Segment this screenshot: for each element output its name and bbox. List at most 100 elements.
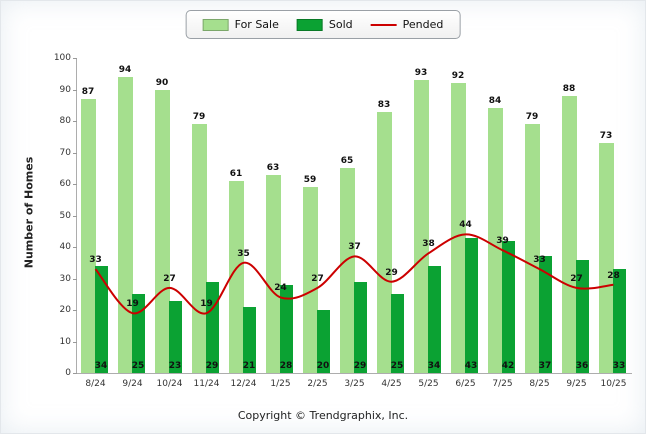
for-sale-value: 94 xyxy=(118,64,132,75)
for-sale-value: 63 xyxy=(266,162,280,173)
sold-value: 33 xyxy=(612,361,626,371)
for-sale-value: 73 xyxy=(599,131,613,142)
y-axis-tick-label: 10 xyxy=(59,336,71,347)
sold-bar xyxy=(316,310,330,373)
y-axis-tick-label: 100 xyxy=(53,53,71,63)
x-axis-label: 9/24 xyxy=(122,379,143,389)
y-axis-tick-label: 0 xyxy=(65,368,71,378)
sold-value: 29 xyxy=(353,361,367,371)
for-sale-value: 92 xyxy=(451,71,465,82)
for-sale-bar xyxy=(413,80,429,373)
sold-bar xyxy=(242,306,256,373)
for-sale-value: 87 xyxy=(81,86,95,97)
x-axis-label: 8/24 xyxy=(85,379,106,389)
x-axis-label: 10/25 xyxy=(600,379,627,389)
plot-area: 0 10 20 30 40 50 60 70 80 90 100 87 34 8/24 94 25 9/24 90… xyxy=(54,53,632,389)
pended-value: 27 xyxy=(570,273,583,284)
for-sale-bar xyxy=(524,124,540,373)
y-axis-tick-label: 50 xyxy=(59,210,71,221)
legend-label-sold: Sold xyxy=(328,18,353,31)
y-axis-tick xyxy=(73,341,77,343)
pended-value: 38 xyxy=(422,239,435,250)
pended-value: 27 xyxy=(163,273,176,284)
x-axis-label: 8/25 xyxy=(529,379,550,389)
for-sale-value: 84 xyxy=(488,96,502,107)
pended-line-swatch xyxy=(370,23,397,26)
sold-value: 25 xyxy=(390,361,404,371)
x-axis-label: 11/24 xyxy=(193,379,220,389)
sold-bar xyxy=(168,300,182,373)
for-sale-bar xyxy=(598,143,614,373)
for-sale-bar xyxy=(191,124,207,373)
for-sale-value: 65 xyxy=(340,156,354,167)
sold-bar xyxy=(612,269,626,373)
y-axis-tick-label: 70 xyxy=(59,147,71,158)
pended-value: 19 xyxy=(200,299,213,310)
for-sale-value: 90 xyxy=(155,77,169,88)
sold-value: 37 xyxy=(538,361,552,371)
y-axis-tick xyxy=(73,121,77,122)
y-axis-tick xyxy=(73,89,77,91)
sold-swatch xyxy=(296,18,323,31)
pended-value: 28 xyxy=(607,270,620,281)
y-axis-tick xyxy=(73,310,77,311)
sold-bar xyxy=(427,265,441,373)
sold-bar xyxy=(94,265,108,373)
sold-value: 20 xyxy=(316,361,330,371)
pended-value: 39 xyxy=(496,236,509,247)
pended-value: 27 xyxy=(311,273,324,284)
for-sale-value: 83 xyxy=(377,99,391,110)
y-axis-tick-label: 60 xyxy=(59,179,71,189)
x-axis-label: 5/25 xyxy=(418,379,439,389)
sold-value: 29 xyxy=(205,361,219,371)
pended-value: 29 xyxy=(385,267,398,278)
for-sale-value: 88 xyxy=(562,83,576,94)
y-axis-tick xyxy=(73,152,77,154)
sold-value: 21 xyxy=(242,361,256,371)
legend: For Sale Sold Pended xyxy=(185,10,461,39)
x-axis-label: 2/25 xyxy=(307,379,328,389)
pended-value: 24 xyxy=(274,283,287,294)
y-axis-tick-label: 40 xyxy=(59,242,71,252)
y-axis-tick-label: 20 xyxy=(59,305,71,315)
sold-bar xyxy=(538,256,552,373)
copyright-text: Copyright © Trendgraphix, Inc. xyxy=(237,409,409,422)
for-sale-value: 93 xyxy=(414,68,428,79)
pended-value: 33 xyxy=(533,255,546,266)
x-axis-label: 9/25 xyxy=(566,379,587,389)
for-sale-bar xyxy=(228,180,244,373)
sold-value: 42 xyxy=(501,361,515,371)
y-axis-tick xyxy=(73,278,77,280)
sold-value: 34 xyxy=(427,361,441,371)
for-sale-value: 59 xyxy=(303,175,317,186)
y-axis-tick xyxy=(73,373,77,374)
x-axis-label: 4/25 xyxy=(381,379,402,389)
pended-value: 37 xyxy=(348,242,361,253)
x-axis-label: 3/25 xyxy=(344,379,365,389)
y-axis-tick-label: 30 xyxy=(59,273,71,284)
x-axis-label: 12/24 xyxy=(230,379,257,389)
sold-value: 28 xyxy=(279,361,293,371)
legend-label-pended: Pended xyxy=(402,18,444,31)
y-axis-tick-label: 90 xyxy=(59,84,71,95)
y-axis-tick xyxy=(73,184,77,185)
y-axis-tick xyxy=(73,215,77,217)
x-axis-label: 6/25 xyxy=(455,379,476,389)
pended-value: 33 xyxy=(89,255,102,266)
legend-label-for-sale: For Sale xyxy=(234,18,279,31)
for-sale-swatch xyxy=(202,18,229,31)
for-sale-value: 79 xyxy=(192,112,206,123)
sold-value: 43 xyxy=(464,361,478,371)
sold-value: 23 xyxy=(168,361,182,371)
x-axis-label: 7/25 xyxy=(492,379,513,389)
sold-value: 25 xyxy=(131,361,145,371)
for-sale-bar xyxy=(80,98,96,373)
y-axis-tick xyxy=(73,247,77,248)
pended-value: 19 xyxy=(126,299,139,310)
for-sale-bar xyxy=(265,174,281,373)
sold-bar xyxy=(501,240,515,373)
pended-value: 35 xyxy=(237,248,250,259)
for-sale-bar xyxy=(561,95,577,373)
sold-value: 34 xyxy=(94,361,108,371)
